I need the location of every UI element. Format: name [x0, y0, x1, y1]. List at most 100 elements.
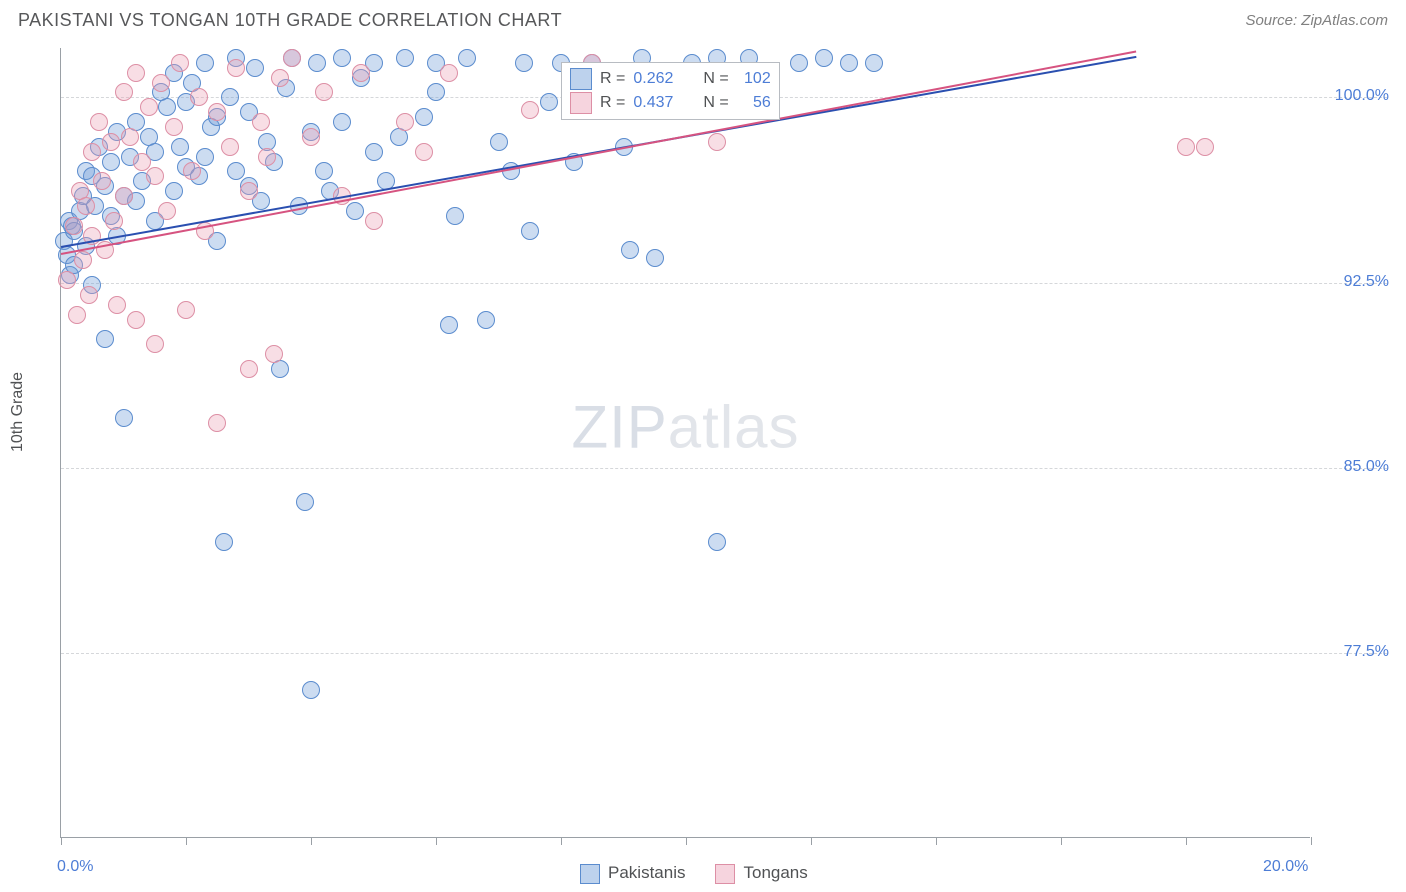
legend-swatch-tongans [715, 864, 735, 884]
scatter-point [440, 316, 458, 334]
scatter-point [490, 133, 508, 151]
scatter-point [171, 54, 189, 72]
x-tick-label: 20.0% [1263, 858, 1308, 876]
scatter-point [708, 133, 726, 151]
scatter-point [396, 49, 414, 67]
scatter-point [815, 49, 833, 67]
scatter-point [165, 118, 183, 136]
scatter-point [415, 108, 433, 126]
scatter-point [158, 98, 176, 116]
scatter-point [440, 64, 458, 82]
scatter-point [621, 241, 639, 259]
scatter-point [315, 162, 333, 180]
scatter-point [146, 167, 164, 185]
scatter-point [477, 311, 495, 329]
scatter-point [65, 217, 83, 235]
legend-swatch-pakistanis [580, 864, 600, 884]
scatter-point [196, 54, 214, 72]
scatter-point [146, 335, 164, 353]
gridline-h [61, 468, 1387, 469]
legend-item-tongans: Tongans [715, 863, 807, 884]
scatter-point [240, 182, 258, 200]
scatter-point [302, 128, 320, 146]
scatter-point [308, 54, 326, 72]
scatter-point [158, 202, 176, 220]
x-tick-label: 0.0% [57, 858, 93, 876]
legend-n-value: 56 [737, 91, 771, 115]
scatter-point [446, 207, 464, 225]
legend-swatch [570, 92, 592, 114]
scatter-point [271, 69, 289, 87]
y-tick-label: 92.5% [1319, 273, 1389, 291]
scatter-point [83, 143, 101, 161]
watermark-zip: ZIP [571, 393, 667, 460]
x-tick [1311, 837, 1312, 845]
scatter-point [177, 301, 195, 319]
scatter-point [346, 202, 364, 220]
legend-r-label: R = [600, 67, 625, 91]
scatter-point [333, 113, 351, 131]
scatter-point [227, 59, 245, 77]
scatter-point [196, 148, 214, 166]
scatter-point [121, 128, 139, 146]
scatter-point [77, 197, 95, 215]
scatter-point [252, 113, 270, 131]
legend-label-pakistanis: Pakistanis [608, 863, 685, 882]
scatter-point [152, 74, 170, 92]
scatter-point [108, 296, 126, 314]
legend-n-label: N = [703, 67, 728, 91]
scatter-point [127, 64, 145, 82]
y-tick-label: 100.0% [1319, 87, 1389, 105]
scatter-point [102, 133, 120, 151]
scatter-point [165, 182, 183, 200]
scatter-point [68, 306, 86, 324]
y-tick-label: 77.5% [1319, 643, 1389, 661]
scatter-point [127, 311, 145, 329]
scatter-point [105, 212, 123, 230]
x-tick [561, 837, 562, 845]
legend-r-value: 0.437 [633, 91, 673, 115]
scatter-point [115, 187, 133, 205]
scatter-point [93, 172, 111, 190]
watermark: ZIPatlas [571, 392, 799, 461]
x-tick [311, 837, 312, 845]
legend-n-label: N = [703, 91, 728, 115]
gridline-h [61, 653, 1387, 654]
scatter-point [296, 493, 314, 511]
scatter-point [708, 533, 726, 551]
scatter-point [840, 54, 858, 72]
scatter-point [221, 88, 239, 106]
plot-area: ZIPatlas 77.5%85.0%92.5%100.0%0.0%20.0%R… [60, 48, 1310, 838]
legend-label-tongans: Tongans [743, 863, 807, 882]
stats-legend: R =0.262N =102R =0.437N =56 [561, 62, 780, 120]
gridline-h [61, 283, 1387, 284]
scatter-point [208, 103, 226, 121]
legend-swatch [570, 68, 592, 90]
y-tick-label: 85.0% [1319, 458, 1389, 476]
chart-container: 10th Grade ZIPatlas 77.5%85.0%92.5%100.0… [60, 48, 1388, 838]
scatter-point [102, 153, 120, 171]
scatter-point [540, 93, 558, 111]
scatter-point [521, 101, 539, 119]
scatter-point [215, 533, 233, 551]
scatter-point [265, 345, 283, 363]
scatter-point [140, 98, 158, 116]
scatter-point [646, 249, 664, 267]
x-tick [811, 837, 812, 845]
scatter-point [365, 212, 383, 230]
x-tick [1186, 837, 1187, 845]
legend-n-value: 102 [737, 67, 771, 91]
scatter-point [171, 138, 189, 156]
scatter-point [115, 409, 133, 427]
scatter-point [302, 681, 320, 699]
scatter-point [221, 138, 239, 156]
scatter-point [427, 83, 445, 101]
stats-legend-row: R =0.437N =56 [570, 91, 771, 115]
scatter-point [90, 113, 108, 131]
scatter-point [227, 162, 245, 180]
x-tick [686, 837, 687, 845]
scatter-point [365, 143, 383, 161]
scatter-point [240, 360, 258, 378]
scatter-point [183, 162, 201, 180]
chart-title: PAKISTANI VS TONGAN 10TH GRADE CORRELATI… [18, 10, 562, 31]
